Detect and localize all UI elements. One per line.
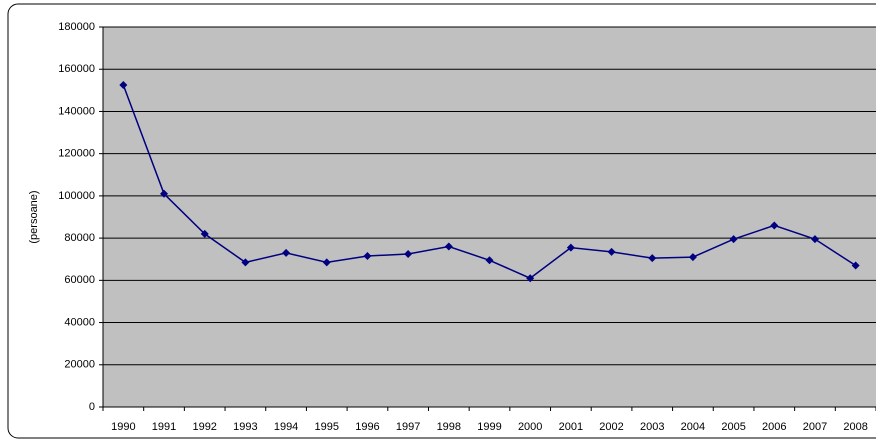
marker [607, 247, 616, 256]
x-tick-label: 2004 [681, 421, 705, 433]
marker [119, 81, 128, 90]
plot-area [103, 27, 876, 407]
marker [241, 258, 250, 267]
marker [485, 256, 494, 265]
y-tick-label: 60000 [64, 274, 95, 286]
y-axis-label: (persoane) [28, 190, 40, 243]
x-tick-label: 2006 [762, 421, 786, 433]
x-tick-label: 2008 [843, 421, 867, 433]
x-tick-label: 1991 [152, 421, 176, 433]
y-tick-label: 120000 [58, 148, 95, 160]
x-tick-label: 1995 [315, 421, 339, 433]
y-tick-label: 160000 [58, 63, 95, 75]
y-tick-label: 0 [89, 401, 95, 413]
marker [526, 274, 535, 283]
x-tick-label: 1990 [111, 421, 135, 433]
marker [851, 261, 860, 270]
x-tick-label: 1996 [355, 421, 379, 433]
x-tick-label: 2003 [640, 421, 664, 433]
x-tick-label: 2002 [599, 421, 623, 433]
x-tick-label: 2001 [559, 421, 583, 433]
marker [363, 252, 372, 261]
y-tick-label: 180000 [58, 21, 95, 33]
x-tick-label: 1999 [477, 421, 501, 433]
y-tick-label: 80000 [64, 232, 95, 244]
marker [688, 253, 697, 262]
marker [404, 249, 413, 258]
x-tick-label: 2000 [518, 421, 542, 433]
marker [444, 242, 453, 251]
marker [200, 229, 209, 238]
marker [770, 221, 779, 230]
marker [729, 235, 738, 244]
x-tick-label: 2007 [803, 421, 827, 433]
x-tick-label: 1994 [274, 421, 298, 433]
y-tick-label: 140000 [58, 105, 95, 117]
x-tick-label: 1997 [396, 421, 420, 433]
marker [648, 254, 657, 263]
marker [160, 189, 169, 198]
x-tick-label: 1993 [233, 421, 257, 433]
y-tick-label: 40000 [64, 316, 95, 328]
x-tick-label: 1998 [437, 421, 461, 433]
y-tick-label: 20000 [64, 359, 95, 371]
marker [566, 243, 575, 252]
y-tick-label: 100000 [58, 190, 95, 202]
marker [282, 248, 291, 257]
x-tick-label: 2005 [721, 421, 745, 433]
x-tick-label: 1992 [192, 421, 216, 433]
marker [322, 258, 331, 267]
marker [810, 235, 819, 244]
